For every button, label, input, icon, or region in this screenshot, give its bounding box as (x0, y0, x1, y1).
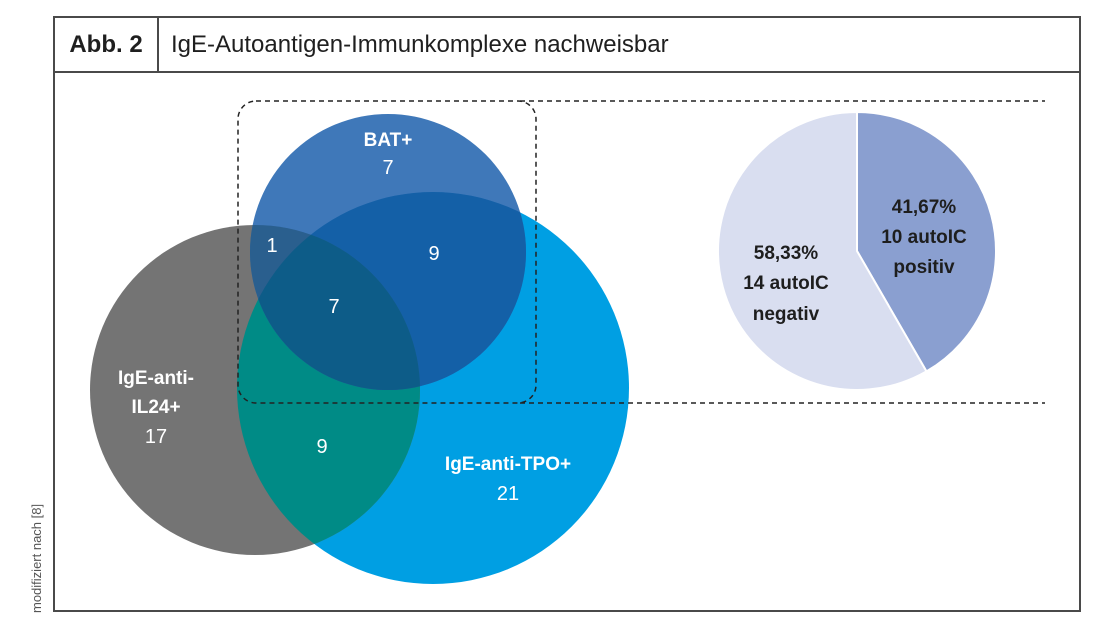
pie-negative-status: negativ (753, 304, 820, 325)
set-label-tpo: IgE-anti-TPO+ (445, 454, 571, 475)
set-count-il24: 17 (145, 426, 167, 448)
set-count-bat: 7 (382, 157, 393, 179)
overlap-bat-il24: 1 (266, 235, 277, 257)
pie-positive-status: positiv (893, 257, 955, 278)
overlap-bat-tpo: 9 (428, 243, 439, 265)
dashed-highlight-box (237, 100, 537, 404)
pie-slice-positive (856, 110, 997, 373)
set-label-bat: BAT+ (364, 130, 413, 151)
pie-positive-count: 10 autoIC (881, 227, 967, 248)
set-label-il24-line2: IL24+ (131, 397, 180, 418)
figure-label: Abb. 2 (55, 18, 159, 71)
overlap-all-shape (250, 225, 420, 390)
overlap-all-three: 7 (328, 296, 339, 318)
set-count-tpo: 21 (497, 483, 519, 505)
figure-header: Abb. 2 IgE-Autoantigen-Immunkomplexe nac… (55, 18, 1079, 73)
pie-slice-negative (717, 110, 928, 391)
set-label-il24-line1: IgE-anti- (118, 368, 194, 389)
pie-chart (717, 110, 997, 391)
source-note: modifiziert nach [8] (29, 503, 44, 613)
pie-negative-count: 14 autoIC (743, 273, 829, 294)
figure-title: IgE-Autoantigen-Immunkomplexe nachweisba… (171, 30, 669, 58)
pie-positive-percent: 41,67% (892, 197, 957, 218)
pie-negative-percent: 58,33% (754, 243, 819, 264)
overlap-il24-tpo: 9 (316, 436, 327, 458)
